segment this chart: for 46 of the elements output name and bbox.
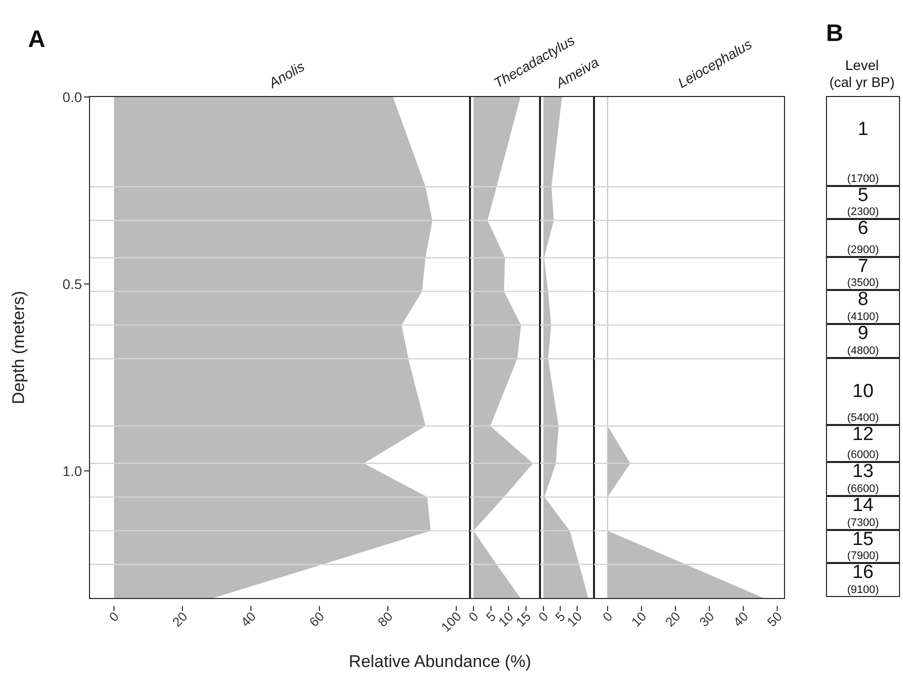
text: (3500) xyxy=(847,277,879,290)
text: (9100) xyxy=(847,584,879,596)
x-tick-label: 20 xyxy=(169,608,190,630)
text: Level (cal yr BP) xyxy=(828,57,896,91)
category-label: 7 xyxy=(858,256,868,277)
text: (6600) xyxy=(847,483,879,496)
x-tick-label: 0 xyxy=(466,608,482,625)
x-tick-label: 0 xyxy=(600,608,616,625)
category-label: 5 xyxy=(858,184,868,206)
x-tick-label: 80 xyxy=(374,608,396,630)
x-tick-label: 40 xyxy=(730,608,752,630)
text: (4100) xyxy=(847,311,879,324)
category-label: 12 xyxy=(852,424,874,445)
text: (2300) xyxy=(847,206,879,218)
text: (5400) xyxy=(847,412,879,424)
text: (4800) xyxy=(847,344,879,357)
x-tick-label: 0 xyxy=(535,608,552,625)
text: A xyxy=(28,26,46,54)
category-label: 13 xyxy=(852,461,874,482)
x-tick-label: 20 xyxy=(662,608,684,630)
category-label: 8 xyxy=(858,289,868,310)
text: (7900) xyxy=(847,550,879,562)
x-tick-label: 60 xyxy=(306,608,328,630)
category-label: 15 xyxy=(852,528,874,550)
category-label: 16 xyxy=(852,562,874,584)
category-label: 1 xyxy=(858,119,868,140)
category-label: 10 xyxy=(852,380,874,402)
x-tick-label: 0 xyxy=(106,608,122,625)
category-label: 9 xyxy=(858,323,868,344)
text: (1700) xyxy=(847,172,879,185)
text: (6000) xyxy=(847,449,879,462)
text: (2900) xyxy=(847,244,879,256)
y-axis-title: Depth (meters) xyxy=(9,290,28,404)
y-tick-label: 0.0 xyxy=(62,88,82,105)
x-tick-label: 100 xyxy=(438,608,464,635)
text: (7300) xyxy=(847,516,879,529)
x-tick-label: 10 xyxy=(628,608,650,630)
x-tick-label: 30 xyxy=(696,608,718,630)
x-tick-label: 40 xyxy=(238,608,259,630)
y-tick-label: 0.5 xyxy=(62,276,82,292)
y-tick-label: 1.0 xyxy=(62,462,82,479)
category-label: 6 xyxy=(858,218,868,240)
x-tick-label: 50 xyxy=(764,608,785,630)
category-label: 14 xyxy=(852,495,874,516)
text: B xyxy=(826,20,844,48)
x-axis-title: Relative Abundance (%) xyxy=(348,652,532,672)
